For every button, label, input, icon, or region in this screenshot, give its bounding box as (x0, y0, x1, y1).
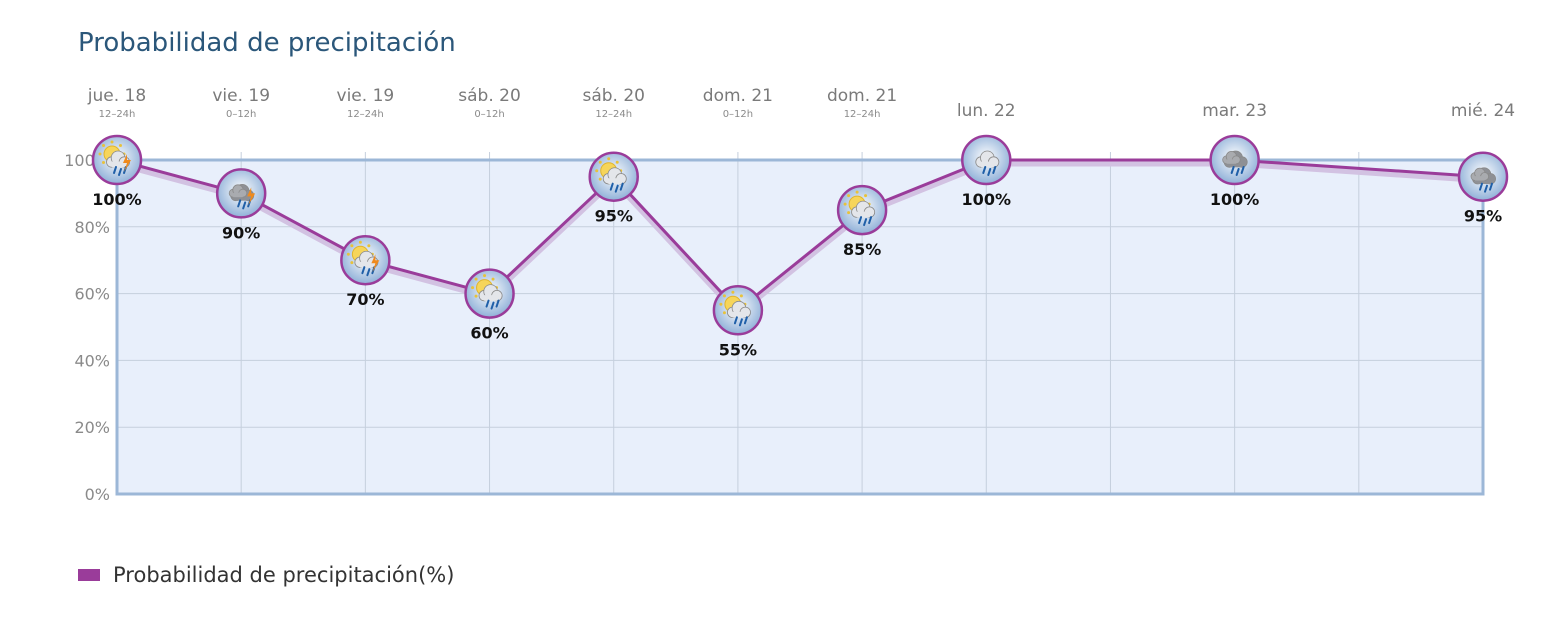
x-tick-day-label: jue. 18 (87, 86, 146, 106)
data-label: 100% (92, 190, 141, 209)
rain-drop (1235, 168, 1240, 176)
cloud-shape (478, 284, 503, 302)
dark-cloud-rain-icon (1457, 151, 1509, 202)
rain-drop (361, 266, 366, 275)
legend-label: Probabilidad de precipitación(%) (113, 563, 455, 587)
sun-cloud-rain-icon (588, 151, 639, 202)
rain-drop (987, 168, 992, 176)
x-tick-period-label: 0–12h (226, 109, 256, 120)
rain-drop (366, 268, 371, 277)
data-label: 60% (470, 324, 508, 343)
data-label: 100% (1210, 190, 1259, 209)
x-tick-day-label: mar. 23 (1202, 101, 1267, 121)
legend-swatch (78, 569, 100, 581)
cloud-shape (602, 167, 627, 185)
data-label: 90% (222, 223, 260, 242)
rain-drop (118, 168, 122, 176)
x-tick-day-label: dom. 21 (827, 86, 897, 106)
series-line (116, 158, 1484, 312)
data-label: 55% (719, 340, 757, 359)
lightning-bolt (123, 154, 131, 172)
rain-drop (1479, 182, 1483, 191)
dark-cloud-rain-thunder-icon (215, 168, 267, 219)
x-tick-period-label: 0–12h (474, 109, 504, 120)
chart-title: Probabilidad de precipitación (78, 28, 456, 58)
rain-drop (614, 184, 619, 193)
x-tick-period-label: 12–24h (844, 109, 881, 120)
lightning-bolt (247, 187, 256, 206)
sun-cloud-rain-thunder-icon (91, 134, 143, 186)
rain-drop (237, 199, 242, 208)
rain-drop (1230, 166, 1235, 174)
x-tick-period-label: 12–24h (595, 109, 632, 120)
x-tick-day-label: sáb. 20 (458, 86, 521, 106)
plot-area (117, 160, 1483, 494)
rain-drop (863, 218, 868, 227)
cloud-shape (851, 200, 876, 218)
x-tick-day-label: sáb. 20 (582, 86, 645, 106)
rain-drop (982, 166, 987, 174)
rain-drop (733, 316, 738, 325)
cloud-shape (354, 250, 379, 268)
rain-drop (858, 216, 863, 225)
rain-drop (619, 182, 624, 191)
cloud-shape (1222, 151, 1241, 165)
y-tick-label: 20% (74, 418, 110, 437)
rain-drop (738, 318, 743, 327)
x-tick-period-label: 12–24h (347, 109, 384, 120)
data-label: 85% (843, 240, 881, 259)
series-line-shadow (116, 159, 1484, 317)
data-label: 100% (962, 190, 1011, 209)
data-label: 95% (1464, 207, 1502, 226)
y-tick-label: 60% (74, 285, 110, 304)
rain-drop (868, 216, 873, 225)
x-tick-period-label: 12–24h (99, 109, 136, 120)
rain-drop (992, 166, 997, 174)
rain-drop (490, 301, 495, 310)
legend[interactable]: Probabilidad de precipitación(%) (78, 563, 454, 587)
cloud-shape (975, 150, 1000, 168)
sun-cloud-rain-thunder-icon (340, 234, 391, 286)
rain-drop (1484, 184, 1488, 193)
rain-drop (609, 182, 614, 191)
rain-drop (495, 299, 500, 308)
x-tick-period-label: 0–12h (723, 109, 753, 120)
rain-drop (1489, 182, 1493, 191)
cloud-shape (727, 300, 751, 319)
x-tick-day-label: lun. 22 (957, 101, 1016, 121)
sun-cloud-rain-icon (712, 285, 764, 336)
cloud-shape (228, 184, 248, 198)
data-label: 70% (346, 290, 384, 309)
cloud-rain-icon (961, 134, 1012, 186)
x-tick-day-label: vie. 19 (212, 86, 270, 106)
y-tick-label: 0% (85, 485, 110, 504)
rain-drop (113, 166, 117, 174)
rain-drop (242, 201, 247, 210)
plot-border (115, 158, 1485, 496)
rain-drop (1240, 166, 1245, 174)
x-tick-day-label: vie. 19 (337, 86, 395, 106)
x-tick-day-label: dom. 21 (703, 86, 773, 106)
lightning-bolt (371, 254, 380, 273)
y-tick-label: 80% (74, 218, 110, 237)
sun-cloud-rain-icon (836, 184, 888, 236)
sun-cloud-rain-icon (464, 268, 515, 319)
data-label: 95% (595, 207, 633, 226)
rain-drop (743, 316, 748, 325)
y-tick-label: 40% (74, 351, 110, 370)
cloud-shape (1470, 167, 1489, 181)
rain-drop (485, 299, 490, 308)
x-tick-day-label: mié. 24 (1451, 101, 1515, 121)
dark-cloud-rain-icon (1209, 134, 1260, 186)
